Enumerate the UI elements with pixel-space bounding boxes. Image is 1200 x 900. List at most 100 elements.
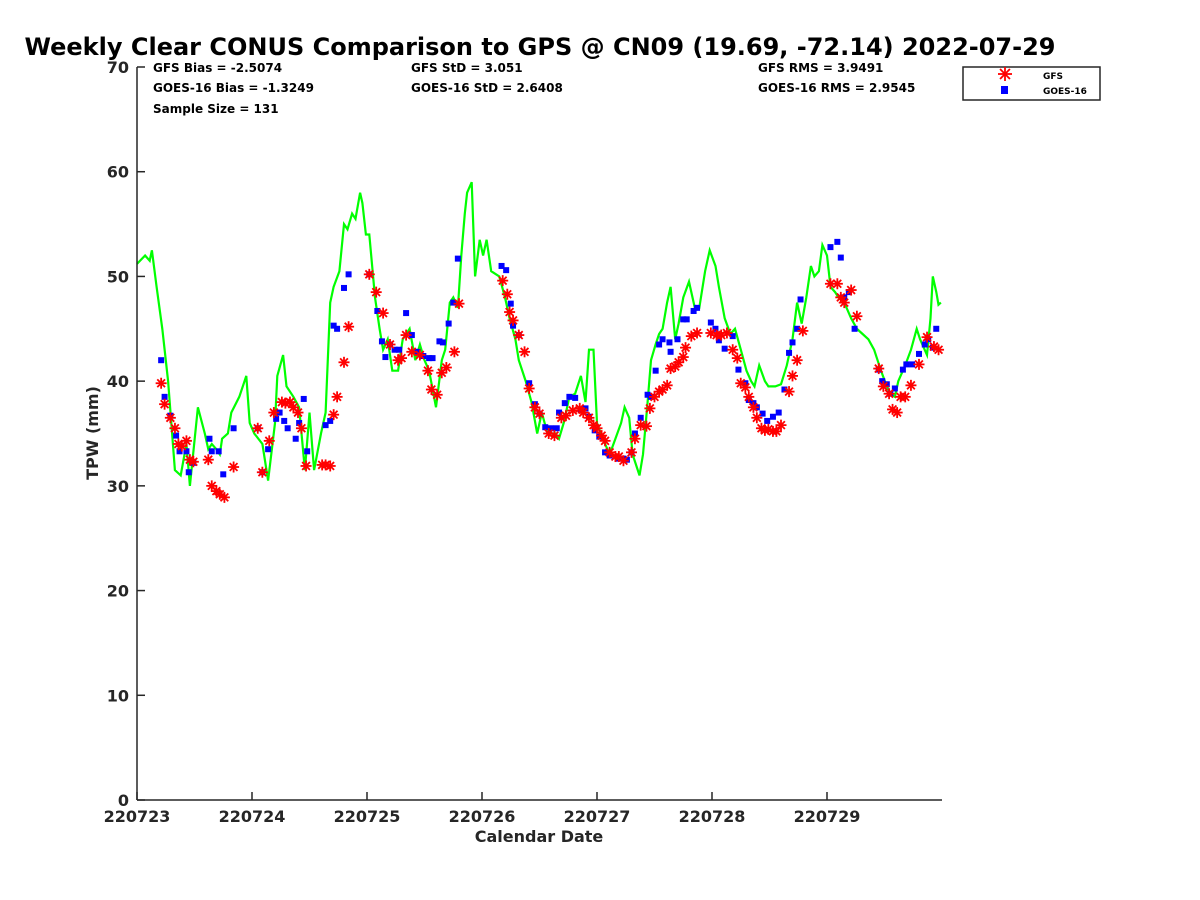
goes-point <box>764 417 771 424</box>
goes-point <box>215 448 222 455</box>
goes-point <box>378 338 385 345</box>
gfs-point <box>513 329 525 341</box>
y-tick-label: 10 <box>107 686 129 705</box>
gfs-bias: GFS Bias = -2.5074 <box>153 61 282 75</box>
legend-goes-square-icon <box>1001 86 1008 94</box>
x-tick-label: 220724 <box>219 807 286 826</box>
goes-point <box>690 307 697 314</box>
gfs-point <box>883 388 895 400</box>
gfs-point <box>577 407 589 419</box>
gfs-point <box>933 344 945 356</box>
goes-point <box>230 425 237 432</box>
goes-point <box>566 393 573 400</box>
goes-point <box>644 391 651 398</box>
goes-point <box>403 310 410 317</box>
gfs-point <box>363 268 375 280</box>
goes-point <box>161 393 168 400</box>
x-tick-label: 220723 <box>104 807 171 826</box>
gfs-point <box>504 306 516 318</box>
goes-point <box>694 304 701 311</box>
gfs-point <box>921 331 933 343</box>
goes-point <box>683 316 690 323</box>
y-tick-label: 40 <box>107 372 129 391</box>
goes-point <box>436 338 443 345</box>
gfs-rms: GFS RMS = 3.9491 <box>758 61 883 75</box>
goes-point <box>789 339 796 346</box>
gfs-point <box>218 491 230 503</box>
gfs-point <box>583 412 595 424</box>
goes-point <box>656 341 663 348</box>
gfs-point <box>519 346 531 358</box>
gfs-point <box>791 354 803 366</box>
goes-point <box>637 414 644 421</box>
gfs-point <box>295 422 307 434</box>
sample-size: Sample Size = 131 <box>153 102 279 116</box>
goes-point <box>827 244 834 251</box>
gfs-point <box>422 365 434 377</box>
legend: GFS GOES-16 <box>962 66 1101 101</box>
gfs-point <box>677 351 689 363</box>
y-tick-label: 50 <box>107 267 129 286</box>
goes-point <box>429 355 436 362</box>
goes-point <box>396 346 403 353</box>
goes-point <box>439 339 446 346</box>
goes-point <box>420 353 427 360</box>
legend-gfs-asterisk <box>998 67 1012 81</box>
goes-point <box>426 355 433 362</box>
plot-marks <box>136 181 945 503</box>
gfs-point <box>159 398 171 410</box>
gfs-point <box>338 356 350 368</box>
gfs-std: GFS StD = 3.051 <box>411 61 523 75</box>
gfs-point <box>838 297 850 309</box>
goes-std: GOES-16 StD = 2.6408 <box>411 81 563 95</box>
goes-point <box>561 400 568 407</box>
gfs-point <box>228 461 240 473</box>
x-tick-label: 220727 <box>564 807 631 826</box>
goes-point <box>837 254 844 261</box>
gfs-point <box>256 466 268 478</box>
goes-point <box>542 424 549 431</box>
gfs-point <box>617 455 629 467</box>
goes-point <box>916 350 922 357</box>
legend-gfs-asterisk-icon <box>998 67 1012 81</box>
goes-point <box>891 385 898 392</box>
gfs-point <box>797 325 809 337</box>
gfs-point <box>626 446 637 458</box>
gfs-point <box>743 391 755 403</box>
goes-point <box>273 415 280 422</box>
gfs-point <box>913 358 925 370</box>
goes-point <box>454 255 461 262</box>
goes-point <box>330 322 337 329</box>
gfs-point <box>775 419 787 431</box>
gfs-point <box>343 321 355 333</box>
goes-point <box>659 336 666 343</box>
goes-point <box>735 366 742 373</box>
gfs-point <box>507 314 519 326</box>
gfs-point <box>328 409 340 421</box>
goes-point <box>300 395 307 402</box>
goes-point <box>450 299 457 306</box>
gfs-point <box>873 363 885 375</box>
gfs-point <box>629 433 641 445</box>
goes-point <box>341 284 347 291</box>
goes-point <box>183 448 190 455</box>
gfs-point <box>721 327 733 339</box>
gfs-point <box>431 389 443 401</box>
goes-point <box>206 435 213 442</box>
goes-point <box>582 405 589 412</box>
goes-point <box>921 341 928 348</box>
goes-point <box>185 469 192 476</box>
goes-point <box>786 349 793 356</box>
gfs-point <box>747 401 759 413</box>
gfs-point <box>644 402 656 414</box>
gfs-point <box>263 435 275 447</box>
goes-point <box>775 409 782 416</box>
x-tick-label: 220728 <box>679 807 746 826</box>
goes-point <box>548 425 554 432</box>
gfs-point <box>169 422 181 434</box>
goes-point <box>572 394 579 401</box>
goes-point <box>276 409 283 416</box>
y-tick-label: 70 <box>107 58 129 77</box>
gfs-point <box>523 382 535 394</box>
goes-point <box>503 267 510 274</box>
